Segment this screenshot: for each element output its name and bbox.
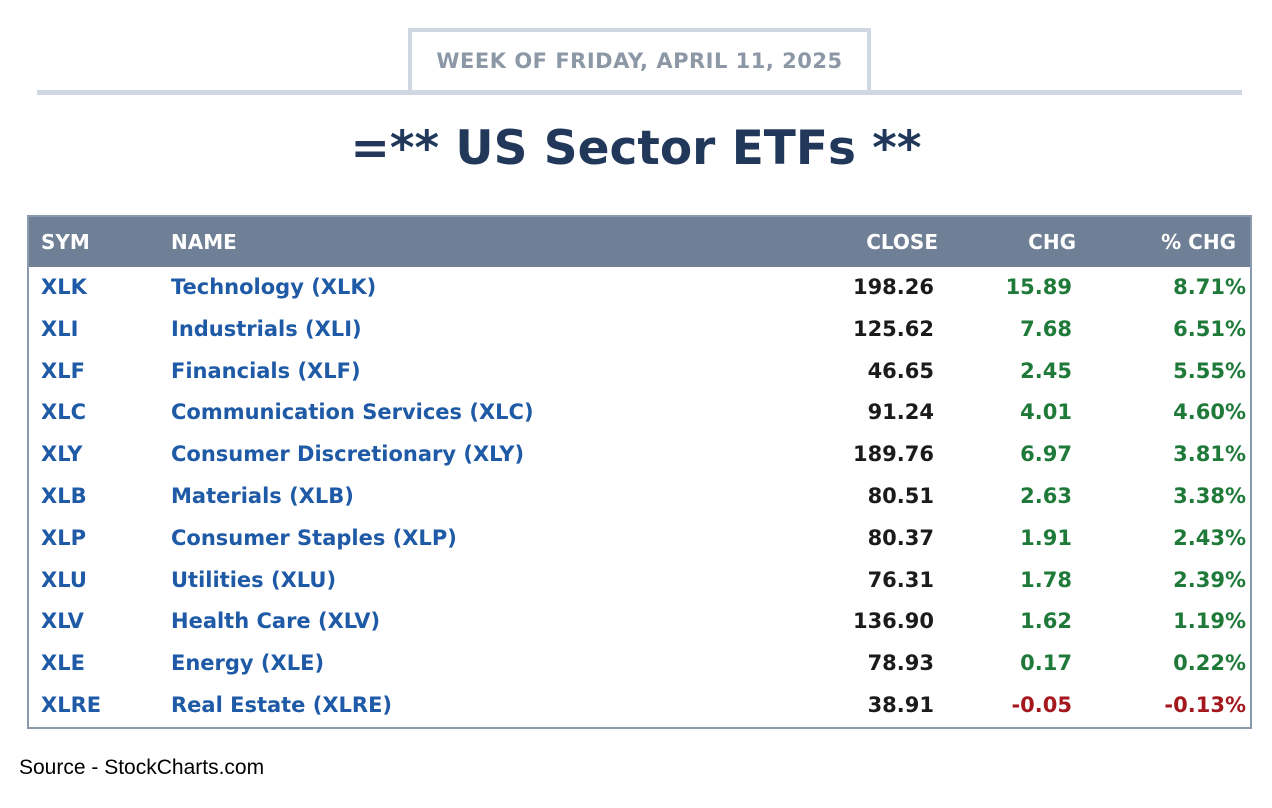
symbol-link[interactable]: XLK [41, 275, 87, 299]
close-value: 78.93 [867, 651, 934, 676]
close-value: 80.51 [867, 484, 934, 508]
close-value: 198.26 [852, 275, 934, 299]
symbol-link[interactable]: XLC [41, 400, 86, 425]
close-value: 91.24 [867, 400, 934, 425]
column-header-close: CLOSE [866, 230, 938, 254]
symbol-link[interactable]: XLI [41, 316, 79, 341]
symbol-link[interactable]: XLRE [41, 693, 102, 717]
etf-name-link[interactable]: Technology (XLK) [171, 275, 377, 299]
etf-name-link[interactable]: Consumer Discretionary (XLY) [171, 442, 525, 467]
table-row: XLV Health Care (XLV) 136.90 1.62 1.19% [29, 601, 1250, 643]
table-row: XLC Communication Services (XLC) 91.24 4.01… [29, 392, 1250, 434]
close-value: 38.91 [867, 693, 934, 717]
change-value: 4.01 [1020, 400, 1072, 425]
column-header-pct-chg: % CHG [1161, 230, 1236, 254]
change-value: 2.45 [1020, 358, 1072, 383]
percent-change-value: 2.39% [1173, 567, 1246, 592]
percent-change-value: 3.81% [1173, 442, 1246, 467]
table-row: XLK Technology (XLK) 198.26 15.89 8.71% [29, 267, 1250, 309]
percent-change-value: 6.51% [1173, 316, 1246, 341]
change-value: 6.97 [1020, 442, 1072, 467]
change-value: 15.89 [1005, 275, 1072, 299]
source-credit: Source - StockCharts.com [19, 756, 265, 779]
symbol-link[interactable]: XLF [41, 358, 85, 383]
symbol-link[interactable]: XLB [41, 484, 87, 508]
percent-change-value: -0.13% [1164, 693, 1246, 717]
percent-change-value: 0.22% [1173, 651, 1246, 676]
change-value: 0.17 [1020, 651, 1072, 676]
table-row: XLY Consumer Discretionary (XLY) 189.76 6.9… [29, 434, 1250, 476]
table-header-row: SYM NAME CLOSE CHG % CHG [29, 217, 1250, 267]
table-row: XLU Utilities (XLU) 76.31 1.78 2.39% [29, 560, 1250, 602]
symbol-link[interactable]: XLY [41, 442, 83, 467]
change-value: 7.68 [1020, 316, 1072, 341]
column-header-sym: SYM [41, 230, 90, 254]
etf-name-link[interactable]: Materials (XLB) [171, 484, 354, 508]
change-value: 2.63 [1020, 484, 1072, 508]
column-header-name: NAME [171, 230, 237, 254]
change-value: -0.05 [1011, 693, 1072, 717]
etf-name-link[interactable]: Energy (XLE) [171, 651, 325, 676]
change-value: 1.62 [1020, 609, 1072, 634]
close-value: 136.90 [852, 609, 934, 634]
column-header-chg: CHG [1028, 230, 1076, 254]
close-value: 76.31 [867, 567, 934, 592]
table-row: XLP Consumer Staples (XLP) 80.37 1.91 2.43% [29, 518, 1250, 560]
etf-name-link[interactable]: Utilities (XLU) [171, 567, 337, 592]
table-row: XLE Energy (XLE) 78.93 0.17 0.22% [29, 643, 1250, 685]
symbol-link[interactable]: XLV [41, 609, 84, 634]
symbol-link[interactable]: XLU [41, 567, 87, 592]
percent-change-value: 3.38% [1173, 484, 1246, 508]
change-value: 1.78 [1020, 567, 1072, 592]
symbol-link[interactable]: XLE [41, 651, 85, 676]
week-label-box: WEEK OF FRIDAY, APRIL 11, 2025 [408, 28, 871, 94]
etf-name-link[interactable]: Consumer Staples (XLP) [171, 525, 457, 550]
week-label: WEEK OF FRIDAY, APRIL 11, 2025 [436, 49, 843, 73]
sector-etf-table: SYM NAME CLOSE CHG % CHG XLK Technology (… [27, 215, 1252, 729]
percent-change-value: 5.55% [1173, 358, 1246, 383]
table-row: XLF Financials (XLF) 46.65 2.45 5.55% [29, 351, 1250, 393]
close-value: 46.65 [867, 358, 934, 383]
etf-name-link[interactable]: Communication Services (XLC) [171, 400, 534, 425]
percent-change-value: 2.43% [1173, 525, 1246, 550]
percent-change-value: 8.71% [1173, 275, 1246, 299]
percent-change-value: 1.19% [1173, 609, 1246, 634]
close-value: 189.76 [852, 442, 934, 467]
change-value: 1.91 [1020, 525, 1072, 550]
page-title: =** US Sector ETFs ** [350, 121, 922, 176]
table-row: XLI Industrials (XLI) 125.62 7.68 6.51% [29, 309, 1250, 351]
etf-name-link[interactable]: Financials (XLF) [171, 358, 361, 383]
table-row: XLRE Real Estate (XLRE) 38.91 -0.05 -0.13% [29, 685, 1250, 727]
close-value: 80.37 [867, 525, 934, 550]
etf-name-link[interactable]: Health Care (XLV) [171, 609, 381, 634]
symbol-link[interactable]: XLP [41, 525, 86, 550]
table-row: XLB Materials (XLB) 80.51 2.63 3.38% [29, 476, 1250, 518]
etf-name-link[interactable]: Real Estate (XLRE) [171, 693, 393, 717]
percent-change-value: 4.60% [1173, 400, 1246, 425]
etf-name-link[interactable]: Industrials (XLI) [171, 316, 362, 341]
close-value: 125.62 [852, 316, 934, 341]
